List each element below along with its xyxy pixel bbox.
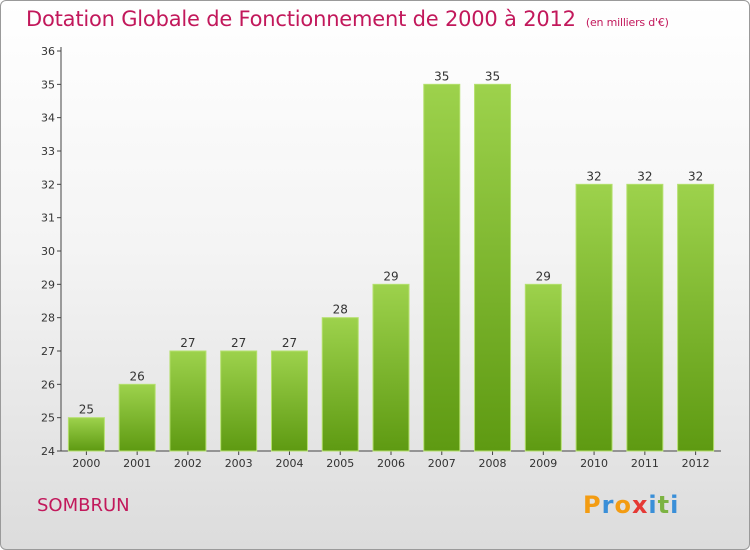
x-tick-label: 2005 (326, 457, 354, 470)
bar (626, 183, 664, 452)
bar-value-label: 27 (180, 336, 195, 350)
bar-value-label: 27 (231, 336, 246, 350)
bar-value-label: 32 (586, 169, 601, 183)
x-tick-label: 2008 (479, 457, 507, 470)
x-tick-label: 2004 (275, 457, 303, 470)
bar-value-label: 28 (333, 303, 348, 317)
x-tick-label: 2012 (682, 457, 710, 470)
bar (220, 350, 258, 452)
x-tick-label: 2007 (428, 457, 456, 470)
bar-value-label: 25 (79, 403, 94, 417)
y-tick-label: 33 (41, 145, 55, 158)
y-tick-label: 36 (41, 45, 55, 58)
y-tick-label: 27 (41, 345, 55, 358)
y-tick-label: 32 (41, 178, 55, 191)
bar (67, 417, 105, 452)
x-tick-label: 2003 (225, 457, 253, 470)
x-tick-label: 2002 (174, 457, 202, 470)
labels: 2000 25 2001 26 2002 27 2003 27 2004 27 2005 28 2006… (72, 69, 709, 470)
chart-title: Dotation Globale de Fonctionnement de 20… (26, 7, 669, 31)
chart-title-text: Dotation Globale de Fonctionnement de 20… (26, 7, 576, 31)
bar (321, 317, 359, 452)
bar-value-label: 27 (282, 336, 297, 350)
y-tick-label: 35 (41, 78, 55, 91)
bar (575, 183, 613, 452)
bar-value-label: 32 (637, 169, 652, 183)
city-name: SOMBRUN (37, 495, 130, 516)
bar-value-label: 35 (434, 69, 449, 83)
bar-value-label: 35 (485, 69, 500, 83)
y-tick-label: 31 (41, 212, 55, 225)
bar (118, 383, 156, 452)
x-tick-label: 2000 (72, 457, 100, 470)
bar (270, 350, 308, 452)
bar (474, 83, 512, 452)
bar (169, 350, 207, 452)
bar-value-label: 32 (688, 169, 703, 183)
bar (423, 83, 461, 452)
x-tick-label: 2009 (529, 457, 557, 470)
x-tick-label: 2010 (580, 457, 608, 470)
y-tick-label: 28 (41, 312, 55, 325)
bar-value-label: 26 (130, 369, 145, 383)
bar-value-label: 29 (536, 269, 551, 283)
x-tick-label: 2011 (631, 457, 659, 470)
axes: 24 25 26 27 28 29 30 31 32 33 34 35 36 (41, 45, 721, 458)
bars (67, 83, 715, 452)
x-tick-label: 2001 (123, 457, 151, 470)
bar (372, 283, 410, 452)
proxiti-logo: Proxiti (583, 491, 680, 519)
y-tick-label: 24 (41, 445, 55, 458)
y-tick-label: 34 (41, 112, 55, 125)
y-tick-label: 25 (41, 412, 55, 425)
bar (524, 283, 562, 452)
y-tick-label: 29 (41, 278, 55, 291)
y-tick-label: 26 (41, 378, 55, 391)
chart-subtitle: (en milliers d'€) (585, 16, 669, 29)
bar (677, 183, 715, 452)
x-tick-label: 2006 (377, 457, 405, 470)
bar-value-label: 29 (383, 269, 398, 283)
y-tick-label: 30 (41, 245, 55, 258)
